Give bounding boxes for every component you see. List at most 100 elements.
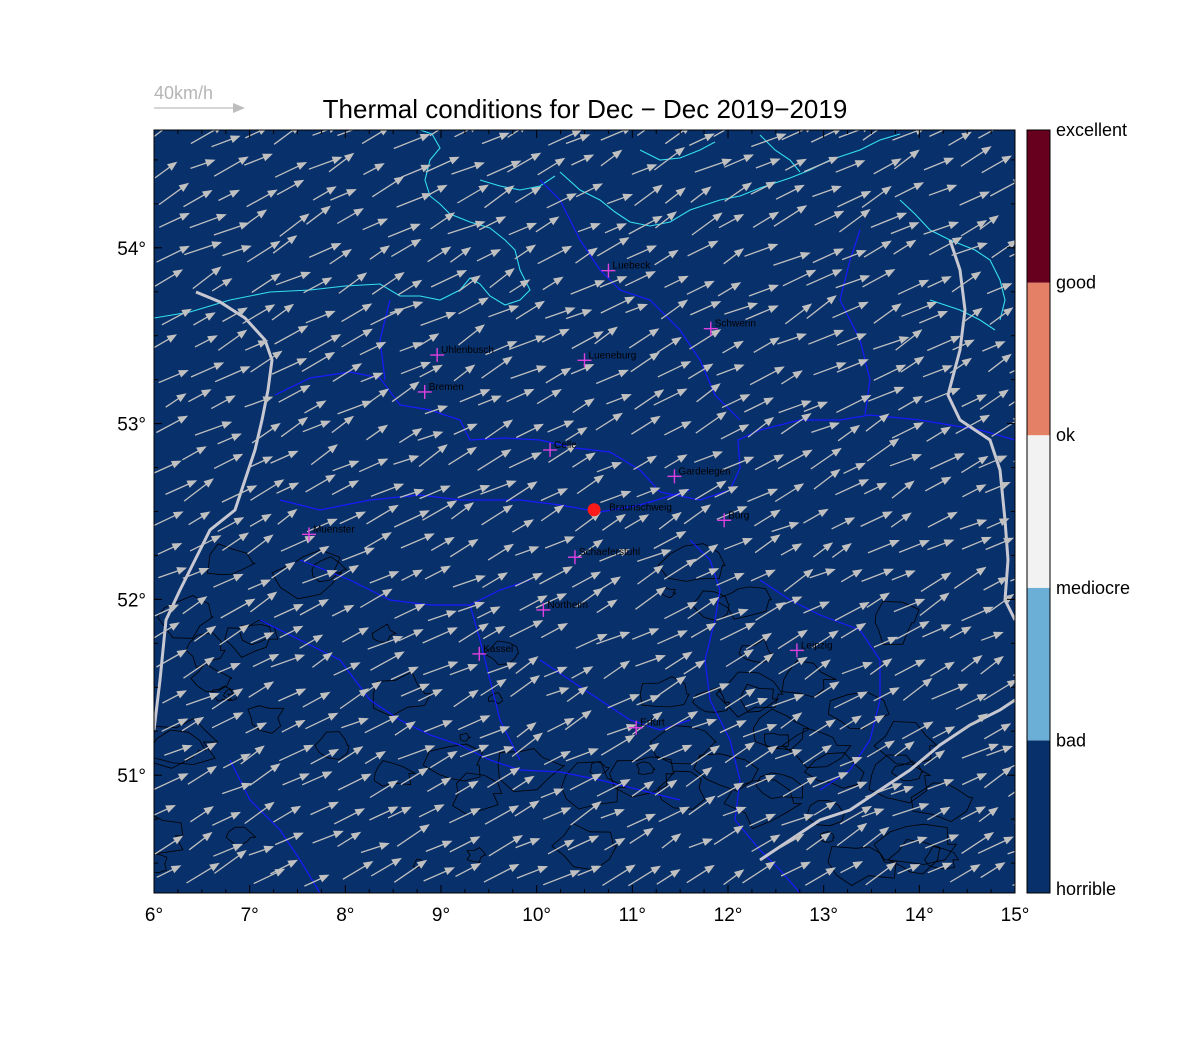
colorbar-frame [1026, 129, 1051, 894]
x-tick-label: 15° [1001, 905, 1030, 926]
wind-arrow-shaft [401, 166, 426, 178]
wind-arrow-shaft [978, 457, 1003, 469]
city-label: Gardelegen [678, 466, 730, 477]
wind-arrow-shaft [251, 275, 277, 293]
wind-arrowhead [442, 720, 453, 728]
wind-arrowhead [765, 861, 776, 871]
wind-arrowhead [433, 804, 445, 813]
contour-line [827, 691, 890, 730]
wind-arrowhead [733, 572, 745, 581]
wind-arrowhead [1000, 482, 1011, 490]
border-line [279, 489, 691, 513]
wind-arrowhead [770, 509, 781, 519]
wind-arrowhead [612, 412, 623, 422]
wind-arrowhead [358, 717, 369, 726]
wind-arrowhead [653, 565, 664, 575]
wind-arrow-shaft [631, 745, 655, 763]
wind-arrowhead [503, 543, 514, 553]
wind-arrow-shaft [217, 519, 240, 532]
wind-arrowhead [582, 666, 594, 675]
wind-arrowhead [652, 184, 663, 194]
wind-arrowhead [623, 130, 630, 135]
wind-arrowhead [186, 480, 198, 488]
wind-arrowhead [258, 130, 266, 135]
contour-line [657, 543, 726, 582]
wind-arrow-shaft [928, 186, 952, 196]
wind-arrow-shaft [190, 364, 219, 378]
wind-arrowhead [685, 558, 697, 568]
wind-arrowhead [610, 576, 621, 586]
wind-arrowhead [270, 422, 281, 432]
wind-arrowhead [377, 424, 389, 434]
wind-arrowhead [378, 388, 390, 398]
wind-arrow-shaft [302, 694, 326, 708]
wind-arrowhead [607, 326, 618, 336]
contour-line [874, 600, 920, 645]
wind-arrowhead [495, 216, 507, 225]
wind-arrow-shaft [832, 303, 864, 319]
wind-arrowhead [213, 362, 225, 371]
wind-arrowhead [467, 664, 479, 672]
wind-arrowhead [733, 248, 745, 258]
wind-arrowhead [361, 303, 373, 312]
wind-arrow-shaft [221, 487, 253, 503]
wind-arrowhead [168, 604, 180, 613]
wind-arrowhead [447, 750, 458, 760]
wind-arrowhead [172, 269, 184, 278]
wind-arrowhead [776, 133, 787, 141]
wind-arrow-shaft [811, 424, 835, 434]
contour-line [154, 853, 168, 874]
wind-arrowhead [206, 765, 218, 775]
city-label: Schaeferstuhl [579, 547, 640, 558]
contour-line [827, 846, 897, 886]
wind-arrowhead [972, 655, 983, 665]
city-gardelegen: Gardelegen [667, 466, 731, 484]
wind-arrowhead [912, 395, 924, 405]
colorbar-label: bad [1056, 730, 1086, 750]
wind-arrowhead [432, 364, 443, 373]
wind-arrow-shaft [308, 244, 337, 258]
wind-arrowhead [702, 363, 714, 373]
wind-arrowhead [670, 869, 681, 878]
wind-arrow-shaft [983, 681, 1013, 701]
wind-arrowhead [981, 536, 992, 545]
wind-arrowhead [381, 532, 392, 541]
wind-arrow-shaft [516, 867, 543, 879]
wind-arrowhead [1002, 745, 1013, 754]
wind-arrowhead [411, 279, 423, 289]
wind-arrow-shaft [778, 659, 803, 675]
wind-arrow-shaft [658, 808, 685, 823]
wind-arrowhead [391, 857, 402, 867]
wind-arrowhead [976, 773, 988, 781]
wind-arrow-shaft [393, 862, 423, 883]
wind-arrowhead [919, 621, 930, 630]
wind-arrowhead [177, 415, 189, 424]
wind-arrowhead [926, 302, 938, 310]
wind-arrowhead [494, 625, 506, 635]
contour-line [154, 815, 184, 854]
wind-arrowhead [508, 805, 520, 814]
wind-arrow-shaft [772, 695, 800, 707]
wind-arrow-shaft [250, 353, 278, 373]
wind-arrow-shaft [780, 415, 807, 435]
wind-arrowhead [229, 189, 240, 198]
wind-arrow-shaft [484, 422, 509, 440]
wind-arrowhead [232, 688, 244, 698]
wind-arrow-shaft [211, 137, 236, 148]
wind-arrowhead [829, 681, 840, 691]
wind-arrow-shaft [724, 744, 751, 764]
city-kassel: Kassel [472, 644, 513, 661]
wind-arrowhead [913, 422, 924, 431]
x-axis: 6° 7° 8° 9° 10° 11° 12° 13° 14° 15° [145, 130, 1029, 926]
wind-arrow-shaft [664, 423, 687, 436]
wind-arrowhead [619, 631, 631, 640]
wind-arrowhead [844, 517, 856, 526]
wind-arrowhead [710, 301, 722, 309]
wind-arrowhead [519, 279, 531, 288]
wind-arrowhead [297, 325, 309, 334]
wind-arrowhead [420, 164, 432, 173]
contour-line [636, 761, 656, 775]
contour-line [739, 683, 780, 713]
wind-arrow-shaft [754, 456, 780, 471]
wind-arrowhead [766, 724, 778, 732]
